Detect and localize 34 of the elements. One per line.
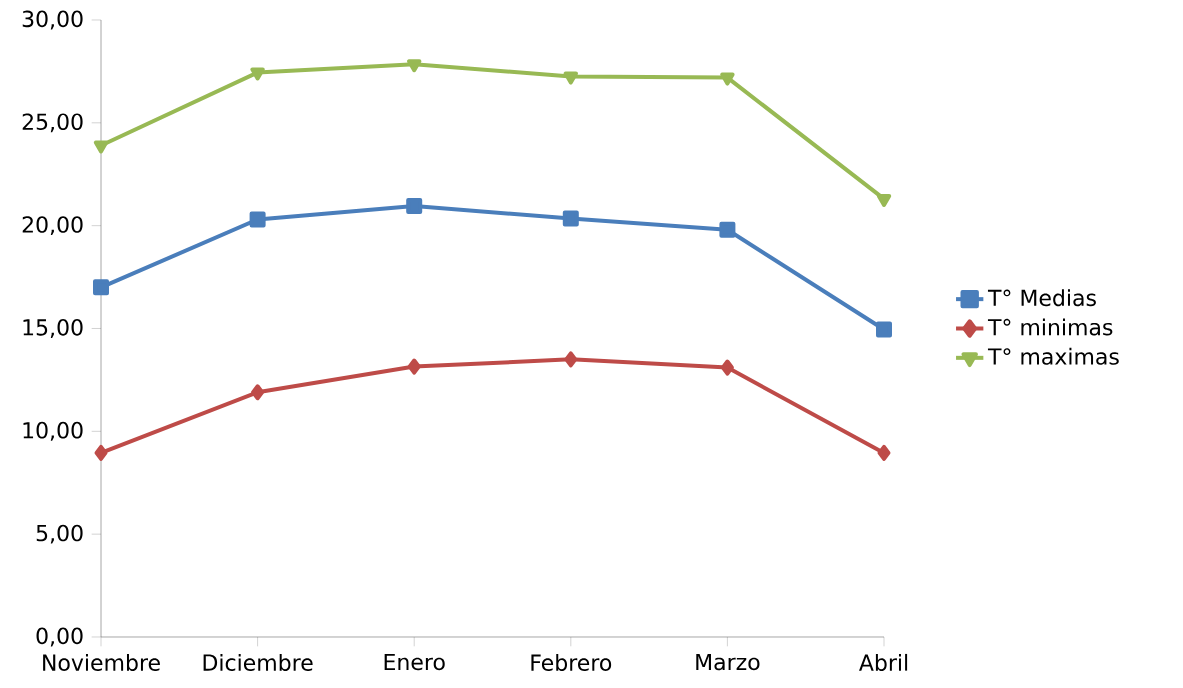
point (564, 351, 578, 368)
x-tick-label: Marzo (696, 653, 760, 671)
y-tick-label: 5,00 (36, 524, 83, 544)
legend-label: T° minimas (987, 318, 1113, 336)
point (407, 358, 421, 375)
point (877, 444, 891, 461)
x-tick-label: Enero (384, 653, 445, 671)
point (251, 384, 265, 401)
y-tick-label: 10,00 (23, 421, 83, 441)
x-tick-label: Noviembre (43, 653, 160, 671)
point (406, 198, 423, 215)
point (719, 221, 736, 238)
x-tick-label: Diciembre (203, 653, 313, 671)
x-tick-label: Febrero (531, 653, 612, 671)
legend-label: T° Medias (987, 289, 1096, 307)
point (407, 59, 422, 73)
point (720, 72, 735, 86)
legend-label: T° maximas (987, 347, 1119, 365)
y-tick-label: 15,00 (23, 319, 83, 338)
y-tick-label: 0,00 (36, 627, 83, 647)
x-tick-label: Abril (859, 653, 908, 671)
y-tick-label: 25,00 (22, 113, 83, 133)
point (563, 71, 578, 85)
point (720, 359, 734, 376)
point (93, 140, 109, 154)
point (250, 67, 265, 81)
point (876, 321, 892, 338)
point (94, 444, 108, 461)
y-tick-label: 20,00 (22, 216, 83, 236)
point (249, 211, 266, 228)
y-tick-label: 30,00 (22, 10, 83, 30)
point (562, 210, 579, 227)
point (876, 193, 892, 207)
point (93, 279, 109, 296)
